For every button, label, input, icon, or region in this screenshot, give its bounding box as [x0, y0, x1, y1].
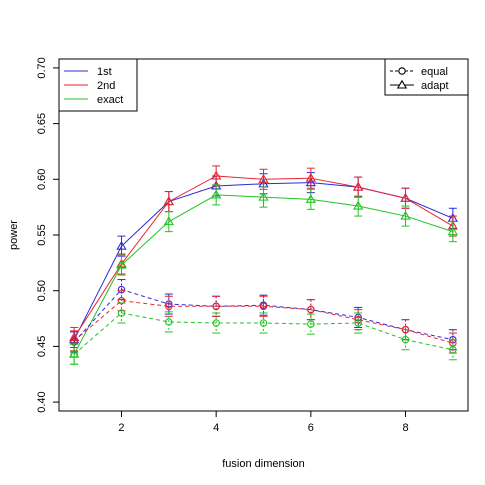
data-point-triangle: [353, 181, 364, 191]
series-line: [73, 312, 453, 355]
data-point-circle: [307, 305, 315, 314]
legend-scheme: equal adapt: [384, 58, 469, 96]
y-axis: 0.40 0.45 0.50 0.55 0.60 0.65 0.70: [36, 57, 59, 413]
y-tick-label: 0.40: [36, 391, 48, 412]
x-axis: 2 4 6 8: [118, 411, 409, 434]
data-point-circle: [354, 319, 362, 327]
data-point-circle: [259, 319, 268, 327]
data-point-triangle: [163, 196, 174, 206]
data-point-triangle: [258, 174, 269, 183]
legend-circle-icon: [398, 67, 406, 75]
series-line: [73, 300, 453, 344]
x-tick-label: 8: [402, 422, 408, 434]
data-point-circle: [259, 302, 268, 311]
legend-method: 1st 2nd exact: [58, 58, 138, 112]
data-point-triangle: [305, 194, 316, 203]
y-tick-label: 0.45: [36, 336, 48, 357]
x-tick-label: 2: [118, 422, 124, 434]
legend-label-adapt: adapt: [421, 80, 449, 92]
series-line: [73, 289, 453, 343]
y-tick-label: 0.70: [36, 57, 48, 78]
legend-method-items: 1st 2nd exact: [64, 66, 123, 106]
data-point-circle: [212, 319, 220, 327]
data-point-circle: [70, 350, 78, 358]
data-point-triangle: [305, 172, 316, 182]
legend-label-1st: 1st: [97, 66, 112, 78]
y-tick-label: 0.65: [36, 113, 48, 134]
data-point-circle: [117, 285, 126, 294]
x-tick-label: 6: [308, 422, 314, 434]
legend-triangle-icon: [396, 79, 408, 89]
x-axis-label: fusion dimension: [222, 458, 305, 470]
data-point-triangle: [353, 200, 364, 210]
data-point-triangle: [211, 189, 222, 199]
plot-frame: [58, 58, 469, 412]
series-1st-equal: [70, 279, 457, 353]
legend-label-2nd: 2nd: [97, 80, 115, 92]
data-point-circle: [117, 309, 126, 317]
data-point-circle: [212, 302, 220, 311]
data-point-circle: [165, 318, 173, 326]
y-tick-label: 0.50: [36, 280, 48, 301]
y-tick-label: 0.55: [36, 224, 48, 245]
data-point-circle: [165, 302, 173, 311]
data-point-triangle: [447, 226, 459, 236]
legend-label-exact: exact: [97, 94, 123, 106]
data-point-circle: [307, 320, 315, 328]
series-layer: [68, 165, 459, 365]
data-point-triangle: [163, 216, 174, 226]
legend-scheme-items: equal adapt: [390, 66, 449, 92]
data-point-circle: [401, 335, 410, 344]
data-point-triangle: [400, 210, 411, 220]
y-axis-label: power: [8, 220, 20, 250]
data-point-triangle: [116, 240, 127, 250]
data-point-circle: [449, 345, 457, 354]
series-exact-equal: [70, 302, 457, 365]
data-point-triangle: [116, 259, 127, 269]
data-point-triangle: [258, 191, 269, 201]
legend-label-equal: equal: [421, 66, 448, 78]
x-tick-label: 4: [213, 422, 219, 434]
data-point-triangle: [211, 170, 222, 180]
y-tick-label: 0.60: [36, 169, 48, 190]
data-point-triangle: [400, 192, 411, 202]
legend-scheme-box: [384, 58, 469, 96]
